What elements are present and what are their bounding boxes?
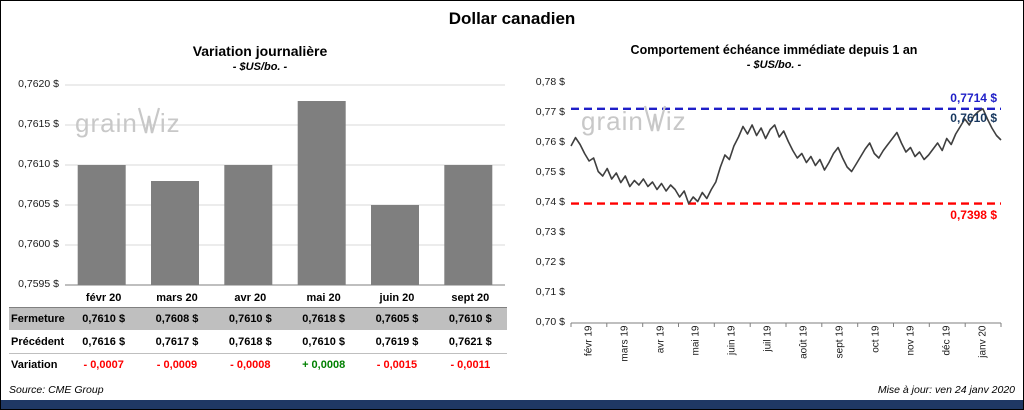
last-value-label: 0,7610 $: [950, 110, 997, 125]
line-y-tick-label: 0,71 $: [535, 286, 565, 298]
bar-y-tick-label: 0,7600 $: [18, 238, 59, 250]
line-x-tick-label: sept 19: [834, 325, 846, 359]
line-chart-plot: grain iz 0,7714 $ 0,7610 $ 0,7398 $: [570, 83, 1002, 327]
line-x-tick-label: juil 19: [762, 325, 774, 352]
line-y-tick-label: 0,76 $: [535, 136, 565, 148]
bar-y-tick-label: 0,7605 $: [18, 198, 59, 210]
table-value-cell: 0,7610 $: [213, 307, 287, 331]
line-chart-subtitle: - $US/bo. -: [746, 59, 802, 71]
source-note: Source: CME Group: [9, 384, 104, 396]
table-value-cell: - 0,0015: [376, 359, 418, 371]
table-value-cell: - 0,0008: [230, 359, 271, 371]
line-chart-title: Comportement échéance immédiate depuis 1…: [630, 43, 918, 57]
table-value-cell: 0,7610 $: [433, 307, 507, 331]
line-x-tick-label: mai 19: [690, 325, 702, 356]
line-chart-x-axis: févr 19 mars 19 avr 19 mai 19 juin 19 juil 19…: [571, 323, 1001, 381]
bar-chart-subtitle: - $US/bo. -: [232, 61, 288, 73]
line-chart-y-axis: 0,78 $ 0,77 $ 0,76 $ 0,75 $ 0,74 $ 0,73 $ 0,72…: [525, 76, 571, 328]
charts-row: Variation journalière - $US/bo. - 0,7620…: [1, 29, 1023, 381]
updated-note: Mise à jour: ven 24 janv 2020: [877, 384, 1015, 396]
table-value-cell: 0,7617 $: [140, 330, 214, 354]
bar-y-tick-label: 0,7610 $: [18, 158, 59, 170]
table-value-cell: 0,7619 $: [360, 330, 434, 354]
line-x-tick-label: mars 19: [619, 325, 631, 362]
bar-chart-plot: grain iz: [65, 84, 505, 286]
table-month-cell: févr 20: [85, 292, 122, 304]
bottom-accent-bar: [1, 400, 1023, 409]
line-x-tick-label: janv 20: [977, 325, 989, 358]
table-corner-cell: [9, 289, 67, 308]
table-month-header: févr 20 mars 20 avr 20 mai 20 juin 20 sept 20: [9, 289, 507, 308]
table-value-cell: - 0,0007: [83, 359, 124, 371]
line-y-tick-label: 0,74 $: [535, 196, 565, 208]
table-value-cell: 0,7618 $: [286, 307, 361, 331]
line-y-tick-label: 0,77 $: [535, 106, 565, 118]
price-table: févr 20 mars 20 avr 20 mai 20 juin 20 sept 20…: [9, 289, 507, 376]
table-value-cell: 0,7616 $: [67, 330, 141, 354]
line-x-tick-label: août 19: [798, 325, 810, 359]
table-row-label: Variation: [11, 359, 58, 371]
table-month-cell: sept 20: [451, 292, 490, 304]
line-y-tick-label: 0,73 $: [535, 226, 565, 238]
bar-chart-title: Variation journalière: [192, 43, 328, 59]
line-x-tick-label: févr 19: [583, 325, 595, 357]
line-x-tick-label: juin 19: [726, 325, 738, 355]
line-x-tick-label: nov 19: [905, 325, 917, 356]
table-month-cell: mars 20: [156, 292, 198, 304]
table-value-cell: 0,7618 $: [213, 330, 287, 354]
line-y-tick-label: 0,78 $: [535, 76, 565, 88]
table-month-cell: mai 20: [306, 292, 341, 304]
line-y-tick-label: 0,75 $: [535, 166, 565, 178]
bar-chart-y-axis: 0,7620 $ 0,7615 $ 0,7610 $ 0,7605 $ 0,7600 $…: [9, 78, 65, 290]
table-value-cell: 0,7610 $: [286, 330, 361, 354]
table-row-variation: Variation - 0,0007 - 0,0009 - 0,0008 + 0,000…: [9, 354, 507, 377]
table-row-fermeture: Fermeture 0,7610 $0,7608 $0,7610 $0,7618 …: [9, 307, 507, 331]
table-month-cell: juin 20: [379, 292, 415, 304]
footer: Source: CME Group Mise à jour: ven 24 ja…: [1, 384, 1023, 396]
line-x-tick-label: oct 19: [870, 325, 882, 353]
bar-y-tick-label: 0,7620 $: [18, 78, 59, 90]
line-x-tick-label: déc 19: [941, 325, 953, 356]
table-row-precedent: Précédent 0,7616 $0,7617 $0,7618 $0,7610 …: [9, 330, 507, 354]
table-month-cell: avr 20: [234, 292, 267, 304]
bar-chart-panel: Variation journalière - $US/bo. - 0,7620…: [1, 29, 511, 381]
line-x-tick-label: avr 19: [655, 325, 667, 354]
table-value-cell: + 0,0008: [302, 359, 346, 371]
low-value-label: 0,7398 $: [950, 207, 997, 222]
table-row-label: Fermeture: [9, 307, 67, 331]
table-value-cell: - 0,0009: [156, 359, 198, 371]
bar-y-tick-label: 0,7595 $: [18, 278, 59, 290]
line-chart-svg: [570, 107, 1002, 327]
table-value-cell: 0,7608 $: [140, 307, 214, 331]
table-value-cell: 0,7621 $: [433, 330, 507, 354]
table-row-label: Précédent: [9, 330, 67, 354]
bar-y-tick-label: 0,7615 $: [18, 118, 59, 130]
table-value-cell: - 0,0011: [450, 359, 491, 371]
line-chart-panel: Comportement échéance immédiate depuis 1…: [511, 29, 1023, 381]
table-value-cell: 0,7605 $: [360, 307, 434, 331]
bar-chart-svg: [65, 84, 505, 286]
page-title: Dollar canadien: [448, 9, 576, 28]
line-y-tick-label: 0,70 $: [535, 316, 565, 328]
high-value-label: 0,7714 $: [950, 90, 997, 105]
line-y-tick-label: 0,72 $: [535, 256, 565, 268]
table-value-cell: 0,7610 $: [67, 307, 141, 331]
